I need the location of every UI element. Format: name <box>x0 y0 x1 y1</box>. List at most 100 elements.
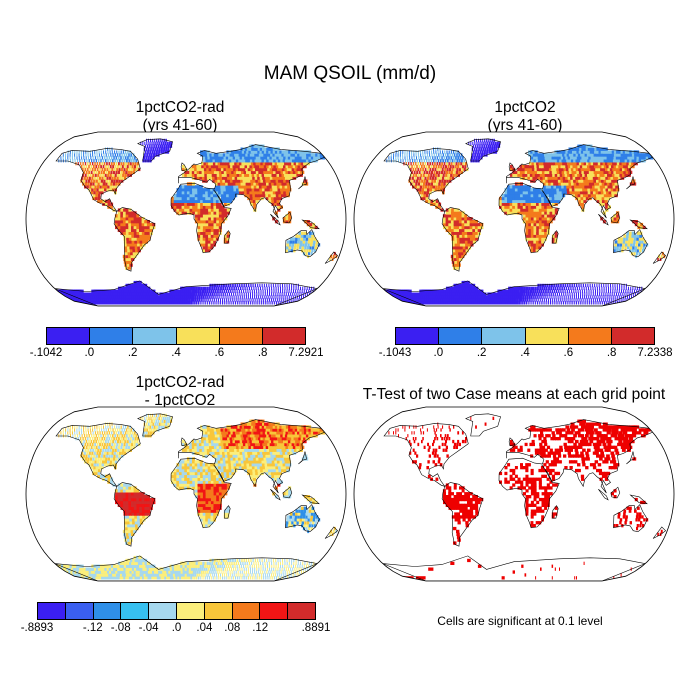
grid-cell <box>614 167 619 172</box>
grid-cell <box>558 289 560 293</box>
grid-cell <box>502 292 505 296</box>
grid-cell <box>178 292 181 296</box>
grid-cell <box>530 205 534 209</box>
grid-cell <box>520 188 523 192</box>
grid-cell <box>107 182 111 186</box>
grid-cell <box>629 289 631 293</box>
grid-cell <box>431 179 434 183</box>
grid-cell <box>587 144 593 148</box>
grid-cell <box>194 170 198 174</box>
grid-cell <box>176 196 180 201</box>
grid-cell <box>222 176 226 180</box>
grid-cell <box>558 156 562 160</box>
grid-cell <box>192 202 196 206</box>
grid-cell <box>116 150 118 154</box>
grid-cell <box>153 298 158 302</box>
grid-cell <box>608 295 610 299</box>
grid-cell <box>512 295 515 299</box>
grid-cell <box>243 295 245 299</box>
grid-cell <box>620 237 624 241</box>
grid-cell <box>529 176 533 180</box>
grid-cell <box>625 170 630 174</box>
grid-cell <box>606 298 608 302</box>
grid-cell <box>479 138 481 143</box>
grid-cell <box>598 191 602 195</box>
grid-cell <box>287 164 292 169</box>
grid-cell <box>201 295 203 299</box>
grid-cell <box>173 208 177 212</box>
coastline-antarctica <box>382 280 647 306</box>
grid-cell <box>577 196 582 201</box>
grid-cell <box>477 228 481 232</box>
grid-cell <box>148 292 153 296</box>
coastline-borneo <box>282 211 293 224</box>
grid-cell <box>171 292 175 296</box>
grid-cell <box>455 283 460 288</box>
grid-cell <box>445 217 449 221</box>
grid-cell <box>536 231 540 235</box>
grid-cell <box>450 170 453 174</box>
grid-cell <box>122 214 126 218</box>
grid-cell <box>541 225 545 230</box>
grid-cell <box>158 147 161 151</box>
grid-cell <box>304 286 306 290</box>
grid-cell <box>611 191 615 195</box>
grid-cell <box>620 170 625 174</box>
grid-cell <box>254 193 259 198</box>
grid-cell <box>546 191 550 195</box>
grid-cell <box>474 220 478 224</box>
grid-cell <box>205 237 209 241</box>
grid-cell <box>202 150 206 154</box>
grid-cell <box>538 196 542 201</box>
grid-cell <box>574 188 578 192</box>
grid-cell <box>238 301 240 305</box>
grid-cell <box>124 156 127 160</box>
grid-cell <box>525 292 528 296</box>
grid-cell <box>583 179 587 183</box>
grid-cell <box>107 173 110 177</box>
grid-cell <box>629 182 634 186</box>
grid-cell <box>547 289 549 293</box>
grid-cell <box>553 182 557 186</box>
grid-cell <box>96 176 99 180</box>
grid-cell <box>174 295 178 299</box>
grid-cell <box>120 211 124 215</box>
grid-cell <box>222 179 226 183</box>
grid-cell <box>456 153 458 157</box>
grid-cell <box>309 246 312 250</box>
grid-cell <box>248 162 253 166</box>
grid-cell <box>126 237 130 241</box>
grid-cell <box>127 251 131 256</box>
grid-cell <box>139 283 143 288</box>
grid-cell <box>101 153 103 157</box>
grid-cell <box>242 301 244 305</box>
grid-cell <box>634 220 638 224</box>
grid-cell <box>242 179 246 183</box>
grid-cell <box>467 228 471 232</box>
grid-cell <box>283 156 288 160</box>
grid-cell <box>563 156 567 160</box>
grid-cell <box>217 162 221 166</box>
grid-cell <box>517 191 521 195</box>
grid-cell <box>210 191 214 195</box>
grid-cell <box>390 153 392 157</box>
grid-cell <box>268 295 270 299</box>
grid-cell <box>270 283 272 288</box>
grid-cell <box>610 220 614 224</box>
grid-cell <box>457 164 460 169</box>
grid-cell <box>128 167 131 172</box>
grid-cell <box>215 191 219 195</box>
grid-cell <box>178 295 182 299</box>
grid-cell <box>453 170 456 174</box>
grid-cell <box>200 231 204 235</box>
grid-cell <box>532 170 536 174</box>
grid-cell <box>98 170 101 174</box>
grid-cell <box>586 156 590 160</box>
grid-cell <box>255 170 260 174</box>
grid-cell <box>462 243 466 247</box>
grid-cell <box>427 173 430 177</box>
grid-cell <box>544 225 548 230</box>
grid-cell <box>253 576 255 580</box>
grid-cell <box>582 193 587 198</box>
grid-cell <box>69 156 71 160</box>
